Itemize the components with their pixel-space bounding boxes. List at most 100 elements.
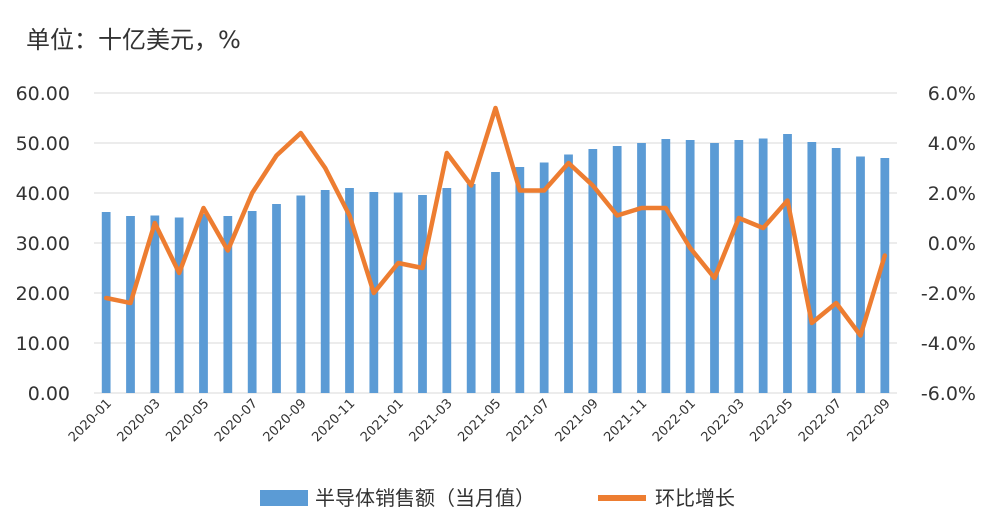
x-tick-label: 2020-01 [66, 396, 115, 445]
bar [588, 149, 598, 393]
bar [345, 188, 354, 393]
line-point [445, 151, 449, 155]
bar [247, 211, 257, 393]
bar [491, 172, 500, 393]
line-point [615, 214, 619, 217]
right-y-tick-label: -6.0% [921, 383, 976, 405]
line-point [129, 301, 132, 305]
bar [807, 142, 817, 393]
x-tick-label: 2020-09 [261, 396, 310, 445]
x-tick-label: 2021-07 [504, 396, 553, 445]
x-tick-label: 2021-01 [358, 396, 407, 445]
unit-label: 单位：十亿美元，% [26, 26, 241, 54]
bar [710, 143, 719, 393]
x-tick-label: 2022-03 [699, 396, 748, 445]
bar [661, 139, 671, 393]
right-y-tick-label: 0.0% [928, 233, 976, 255]
line-point [421, 266, 424, 270]
left-y-tick-label: 20.00 [16, 283, 70, 305]
line-series [103, 105, 888, 338]
line-point [688, 246, 692, 250]
line-point [469, 184, 473, 187]
bar [223, 216, 233, 393]
line-point [299, 131, 303, 135]
bar [296, 195, 306, 393]
x-tick-label: 2021-03 [407, 396, 456, 445]
line-point [761, 226, 765, 230]
bar [393, 192, 403, 393]
line-point [104, 296, 108, 300]
line-point [494, 106, 497, 110]
line-point [153, 221, 157, 225]
bar [199, 214, 208, 393]
line-point [177, 271, 181, 275]
line-point [518, 189, 522, 192]
bar [539, 162, 549, 393]
bar [150, 215, 160, 393]
line-point [202, 206, 205, 210]
bar [564, 154, 573, 393]
legend: 半导体销售额（当月值） 环比增长 [260, 486, 735, 510]
line-point [713, 276, 716, 280]
legend-label-bar: 半导体销售额（当月值） [315, 486, 535, 510]
bar [418, 195, 427, 393]
bar [734, 140, 744, 393]
bar [637, 143, 646, 393]
bar [442, 188, 452, 393]
x-tick-label: 2022-01 [650, 396, 699, 445]
line-point [591, 184, 595, 187]
line-point [883, 254, 887, 257]
right-y-tick-label: -2.0% [921, 283, 976, 305]
line-point [275, 154, 278, 157]
left-y-tick-label: 50.00 [16, 133, 70, 155]
x-tick-label: 2022-05 [747, 396, 796, 445]
line-point [396, 261, 400, 265]
bar [783, 134, 792, 393]
line-point [372, 291, 376, 295]
x-tick-label: 2021-11 [601, 396, 650, 445]
left-y-tick-label: 10.00 [16, 333, 70, 355]
bar [612, 146, 622, 393]
line-point [859, 334, 862, 337]
left-y-tick-label: 40.00 [16, 183, 70, 205]
line-point [664, 206, 668, 210]
x-tick-label: 2021-05 [455, 396, 504, 445]
line-point [348, 214, 351, 217]
line-point [567, 161, 570, 165]
bar [758, 138, 768, 393]
left-y-tick-label: 60.00 [16, 83, 70, 105]
line-point [737, 216, 741, 220]
bar [101, 212, 111, 393]
line-point [226, 249, 230, 252]
x-tick-label: 2020-05 [163, 396, 212, 445]
right-y-tick-label: 4.0% [928, 133, 976, 155]
bar [515, 167, 525, 393]
right-y-axis: -6.0% -4.0% -2.0% 0.0% 2.0% 4.0% 6.0% [921, 83, 976, 405]
bar [466, 184, 476, 393]
line-point [250, 191, 254, 195]
right-y-tick-label: 6.0% [928, 83, 976, 105]
bar [174, 217, 184, 393]
x-tick-label: 2022-07 [796, 396, 845, 445]
bar [880, 158, 890, 393]
line-point [542, 189, 546, 192]
left-y-tick-label: 30.00 [16, 233, 70, 255]
x-tick-label: 2022-09 [845, 396, 894, 445]
x-tick-label: 2020-07 [212, 396, 261, 445]
legend-swatch-bar [260, 490, 308, 506]
line-point [786, 199, 789, 202]
bar [831, 148, 841, 393]
bar [272, 204, 281, 393]
x-tick-label: 2020-11 [309, 396, 358, 445]
bar [856, 156, 865, 393]
line-point [810, 321, 814, 325]
x-tick-label: 2020-03 [115, 396, 164, 445]
bar-series [101, 134, 890, 393]
legend-label-line: 环比增长 [655, 486, 735, 510]
x-axis: 2020-01 2020-03 2020-05 2020-07 2020-09 2020-… [66, 396, 894, 445]
line-point [834, 301, 838, 305]
left-y-axis: 0.00 10.00 20.00 30.00 40.00 50.00 60.00 [16, 83, 70, 405]
bar [685, 140, 695, 393]
x-tick-label: 2021-09 [553, 396, 602, 445]
